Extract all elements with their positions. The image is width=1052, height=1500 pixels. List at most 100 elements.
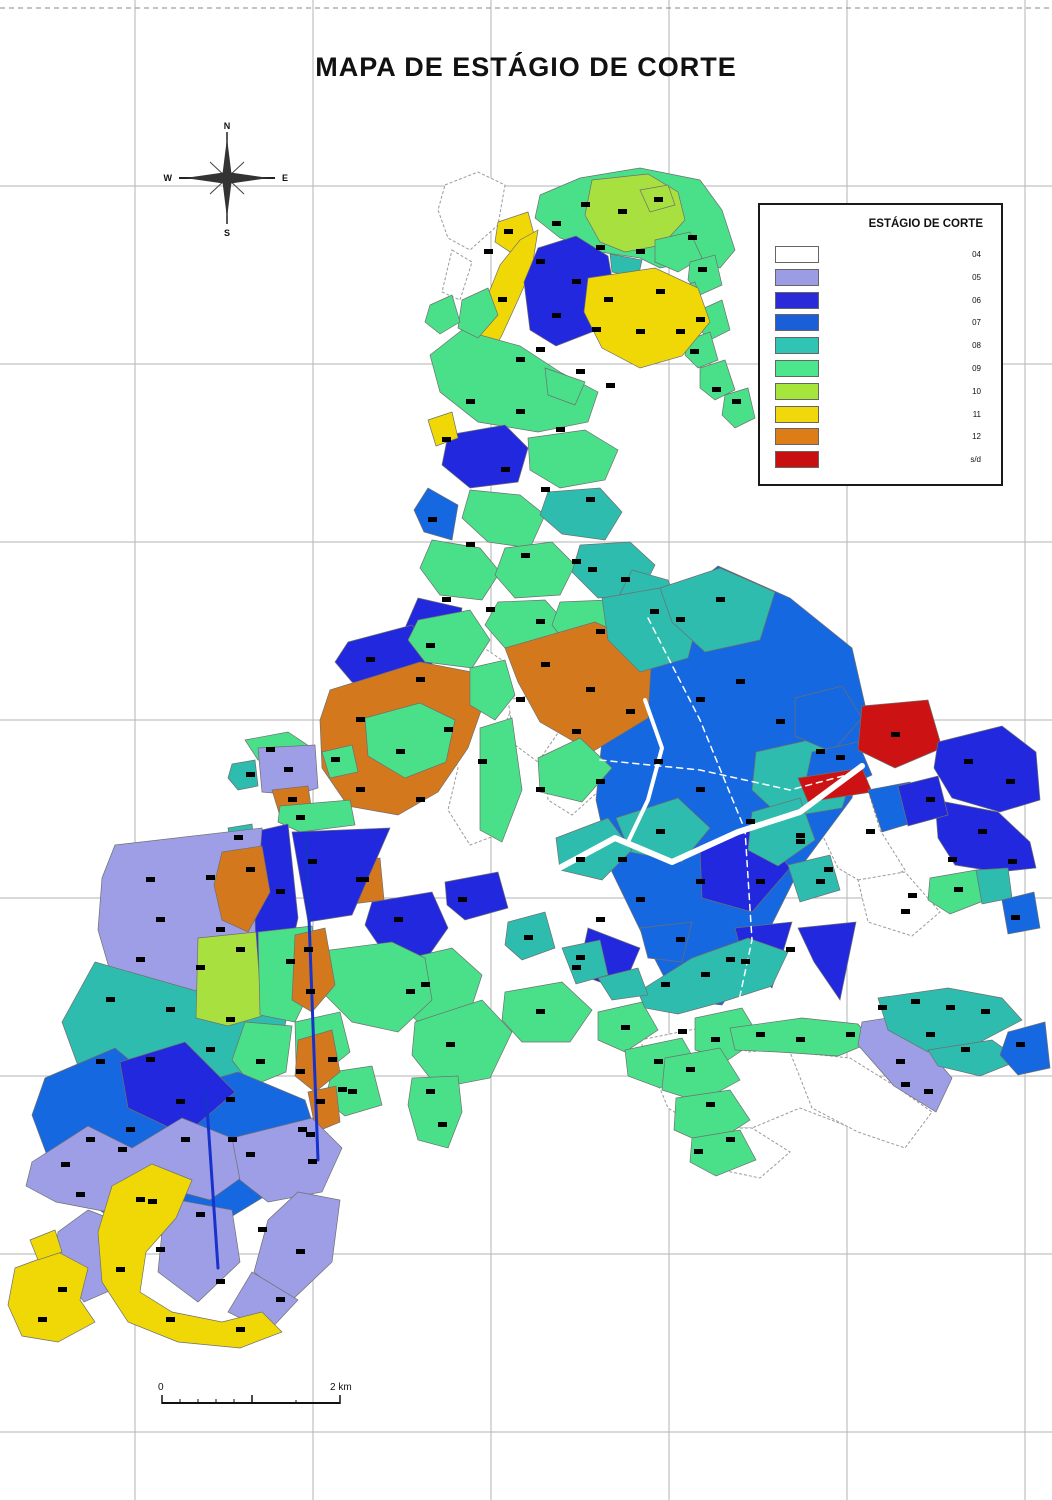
- map-polygon: [687, 254, 723, 296]
- map-polygon: [721, 387, 756, 429]
- parcel-label: [38, 1317, 47, 1322]
- map-polygon: [501, 981, 593, 1043]
- map-polygon: [787, 854, 841, 903]
- parcel-label: [246, 867, 255, 872]
- legend-item: 11: [760, 405, 1001, 424]
- parcel-label: [572, 279, 581, 284]
- parcel-label: [316, 1099, 325, 1104]
- map-polygon: [407, 1075, 463, 1149]
- parcel-label: [146, 1057, 155, 1062]
- parcel-label: [428, 517, 437, 522]
- parcel-label: [484, 249, 493, 254]
- map-polygon: [97, 1163, 283, 1349]
- parcel-label: [234, 835, 243, 840]
- map-polygon: [413, 487, 459, 541]
- map-polygon: [897, 775, 949, 827]
- parcel-label: [298, 1127, 307, 1132]
- parcel-label: [796, 833, 805, 838]
- parcel-label: [690, 349, 699, 354]
- map-polygon: [441, 424, 529, 489]
- parcel-label: [148, 1199, 157, 1204]
- parcel-label: [118, 1147, 127, 1152]
- map-polygon: [661, 1047, 741, 1103]
- parcel-outline: [437, 171, 506, 251]
- legend-swatch: [775, 382, 819, 400]
- map-polygon: [637, 937, 789, 1015]
- parcel-label: [442, 437, 451, 442]
- legend-swatch: [775, 405, 819, 423]
- parcel-label: [901, 909, 910, 914]
- parcel-label: [296, 815, 305, 820]
- parcel-label: [166, 1007, 175, 1012]
- parcel-label: [604, 297, 613, 302]
- parcel-label: [741, 959, 750, 964]
- compass-rose: N S W E: [164, 121, 289, 238]
- parcel-label: [618, 857, 627, 862]
- parcel-label: [618, 209, 627, 214]
- parcel-label: [501, 467, 510, 472]
- parcel-label: [446, 1042, 455, 1047]
- parcel-label: [686, 1067, 695, 1072]
- map-polygon: [934, 799, 1037, 873]
- parcel-label: [504, 229, 513, 234]
- parcel-label: [498, 297, 507, 302]
- parcel-label: [216, 1279, 225, 1284]
- parcel-label: [596, 917, 605, 922]
- parcel-outline: [857, 871, 941, 937]
- map-polygon: [689, 1129, 757, 1177]
- parcel-label: [592, 327, 601, 332]
- map-polygon: [527, 429, 619, 489]
- parcel-label: [296, 1249, 305, 1254]
- page-title: MAPA DE ESTÁGIO DE CORTE: [315, 52, 737, 82]
- parcel-label: [586, 497, 595, 502]
- parcel-label: [656, 829, 665, 834]
- parcel-label: [466, 542, 475, 547]
- parcel-label: [458, 897, 467, 902]
- parcel-label: [654, 197, 663, 202]
- parcel-label: [256, 1059, 265, 1064]
- parcel-label: [181, 1137, 190, 1142]
- parcel-label: [136, 957, 145, 962]
- parcel-label: [444, 727, 453, 732]
- parcel-label: [421, 982, 430, 987]
- parcel-label: [416, 797, 425, 802]
- parcel-label: [636, 249, 645, 254]
- parcel-label: [964, 759, 973, 764]
- parcel-label: [576, 369, 585, 374]
- map-polygon: [457, 287, 499, 339]
- legend-item: 10: [760, 382, 1001, 401]
- legend-box: ESTÁGIO DE CORTE 04 05 06 07 08 09 10 11 12 s/d: [758, 203, 1003, 486]
- map-polygon: [25, 1117, 253, 1213]
- parcel-label: [676, 617, 685, 622]
- parcel-label: [246, 1152, 255, 1157]
- map-polygon: [1001, 891, 1041, 935]
- parcel-label: [716, 597, 725, 602]
- map-polygon: [294, 1029, 341, 1093]
- legend-label: 12: [972, 432, 981, 442]
- parcel-label: [796, 839, 805, 844]
- parcel-label: [126, 1127, 135, 1132]
- parcel-label: [288, 797, 297, 802]
- parcel-label: [908, 893, 917, 898]
- parcel-label: [516, 697, 525, 702]
- parcel-label: [521, 553, 530, 558]
- parcel-label: [308, 1159, 317, 1164]
- parcel-label: [308, 859, 317, 864]
- parcel-label: [296, 1069, 305, 1074]
- parcel-label: [696, 787, 705, 792]
- compass-needle-horizontal: [185, 172, 269, 184]
- parcel-label: [661, 982, 670, 987]
- parcel-label: [146, 877, 155, 882]
- map-polygon: [794, 685, 863, 753]
- parcel-label: [536, 619, 545, 624]
- parcel-label: [756, 879, 765, 884]
- map-polygon: [291, 827, 391, 923]
- map-polygon: [469, 659, 516, 721]
- parcel-label: [926, 797, 935, 802]
- parcel-label: [258, 1227, 267, 1232]
- parcel-label: [654, 759, 663, 764]
- parcel-label: [196, 965, 205, 970]
- parcel-label: [961, 1047, 970, 1052]
- parcel-label: [338, 1087, 347, 1092]
- legend-item: 04: [760, 246, 1001, 264]
